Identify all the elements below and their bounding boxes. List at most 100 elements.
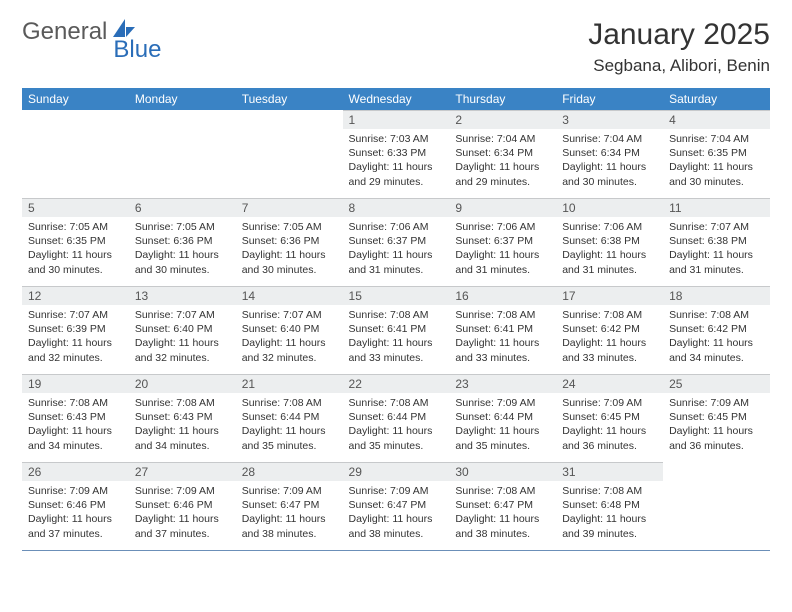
sunset-time: 6:44 PM	[280, 411, 319, 423]
day-info: Sunrise: 7:09 AMSunset: 6:46 PMDaylight:…	[22, 481, 129, 545]
weekday-header: Tuesday	[236, 88, 343, 110]
sunrise-time: 7:05 AM	[283, 221, 322, 233]
calendar-day-cell: 27Sunrise: 7:09 AMSunset: 6:46 PMDayligh…	[129, 462, 236, 550]
day-number: 13	[129, 286, 236, 305]
sunset-time: 6:37 PM	[494, 235, 533, 247]
sunrise-time: 7:08 AM	[604, 309, 643, 321]
daylight-duration: 11 hours and 29 minutes.	[349, 161, 433, 187]
calendar-day-cell: 28Sunrise: 7:09 AMSunset: 6:47 PMDayligh…	[236, 462, 343, 550]
daylight-duration: 11 hours and 31 minutes.	[669, 249, 753, 275]
sunset-time: 6:35 PM	[67, 235, 106, 247]
calendar-day-cell: 8Sunrise: 7:06 AMSunset: 6:37 PMDaylight…	[343, 198, 450, 286]
calendar-table: SundayMondayTuesdayWednesdayThursdayFrid…	[22, 88, 770, 551]
sunset-time: 6:46 PM	[67, 499, 106, 511]
daylight-duration: 11 hours and 33 minutes.	[349, 337, 433, 363]
header: General Blue January 2025 Segbana, Alibo…	[22, 18, 770, 76]
day-number: 10	[556, 198, 663, 217]
calendar-day-cell: 2Sunrise: 7:04 AMSunset: 6:34 PMDaylight…	[449, 110, 556, 198]
day-number: 17	[556, 286, 663, 305]
daylight-duration: 11 hours and 29 minutes.	[455, 161, 539, 187]
day-number: 11	[663, 198, 770, 217]
weekday-header: Saturday	[663, 88, 770, 110]
sunrise-time: 7:05 AM	[69, 221, 108, 233]
day-info: Sunrise: 7:09 AMSunset: 6:44 PMDaylight:…	[449, 393, 556, 457]
day-info: Sunrise: 7:06 AMSunset: 6:37 PMDaylight:…	[343, 217, 450, 281]
daylight-duration: 11 hours and 30 minutes.	[562, 161, 646, 187]
day-info: Sunrise: 7:09 AMSunset: 6:45 PMDaylight:…	[663, 393, 770, 457]
day-info: Sunrise: 7:07 AMSunset: 6:40 PMDaylight:…	[236, 305, 343, 369]
sunrise-time: 7:07 AM	[69, 309, 108, 321]
sunrise-time: 7:09 AM	[283, 485, 322, 497]
month-title: January 2025	[588, 18, 770, 52]
day-number: 27	[129, 462, 236, 481]
daylight-duration: 11 hours and 38 minutes.	[242, 513, 326, 539]
location: Segbana, Alibori, Benin	[588, 56, 770, 76]
day-info: Sunrise: 7:07 AMSunset: 6:40 PMDaylight:…	[129, 305, 236, 369]
day-info: Sunrise: 7:06 AMSunset: 6:37 PMDaylight:…	[449, 217, 556, 281]
sunset-time: 6:46 PM	[173, 499, 212, 511]
calendar-week-row: 19Sunrise: 7:08 AMSunset: 6:43 PMDayligh…	[22, 374, 770, 462]
day-info: Sunrise: 7:09 AMSunset: 6:46 PMDaylight:…	[129, 481, 236, 545]
sunset-time: 6:36 PM	[280, 235, 319, 247]
daylight-duration: 11 hours and 31 minutes.	[562, 249, 646, 275]
day-info: Sunrise: 7:04 AMSunset: 6:35 PMDaylight:…	[663, 129, 770, 193]
daylight-duration: 11 hours and 34 minutes.	[135, 425, 219, 451]
daylight-duration: 11 hours and 34 minutes.	[669, 337, 753, 363]
sunrise-time: 7:09 AM	[69, 485, 108, 497]
day-info: Sunrise: 7:08 AMSunset: 6:42 PMDaylight:…	[663, 305, 770, 369]
sunrise-time: 7:05 AM	[176, 221, 215, 233]
sunset-time: 6:34 PM	[601, 147, 640, 159]
calendar-day-cell: 19Sunrise: 7:08 AMSunset: 6:43 PMDayligh…	[22, 374, 129, 462]
day-number: 30	[449, 462, 556, 481]
day-number: 14	[236, 286, 343, 305]
sunset-time: 6:45 PM	[708, 411, 747, 423]
day-info: Sunrise: 7:09 AMSunset: 6:45 PMDaylight:…	[556, 393, 663, 457]
day-number: 20	[129, 374, 236, 393]
sunrise-time: 7:06 AM	[497, 221, 536, 233]
sunrise-time: 7:07 AM	[176, 309, 215, 321]
daylight-duration: 11 hours and 30 minutes.	[135, 249, 219, 275]
calendar-day-cell: 29Sunrise: 7:09 AMSunset: 6:47 PMDayligh…	[343, 462, 450, 550]
sunrise-time: 7:09 AM	[604, 397, 643, 409]
calendar-day-cell: 13Sunrise: 7:07 AMSunset: 6:40 PMDayligh…	[129, 286, 236, 374]
sunrise-time: 7:08 AM	[176, 397, 215, 409]
title-block: January 2025 Segbana, Alibori, Benin	[588, 18, 770, 76]
day-number: 9	[449, 198, 556, 217]
day-number: 16	[449, 286, 556, 305]
weekday-header: Wednesday	[343, 88, 450, 110]
day-info: Sunrise: 7:08 AMSunset: 6:47 PMDaylight:…	[449, 481, 556, 545]
sunset-time: 6:47 PM	[280, 499, 319, 511]
day-number: 25	[663, 374, 770, 393]
logo-text-blue: Blue	[113, 36, 161, 64]
daylight-duration: 11 hours and 35 minutes.	[242, 425, 326, 451]
daylight-duration: 11 hours and 35 minutes.	[349, 425, 433, 451]
sunrise-time: 7:04 AM	[711, 133, 750, 145]
day-number: 24	[556, 374, 663, 393]
day-number: 5	[22, 198, 129, 217]
sunset-time: 6:33 PM	[387, 147, 426, 159]
day-info: Sunrise: 7:08 AMSunset: 6:48 PMDaylight:…	[556, 481, 663, 545]
daylight-duration: 11 hours and 35 minutes.	[455, 425, 539, 451]
sunrise-time: 7:08 AM	[283, 397, 322, 409]
sunset-time: 6:37 PM	[387, 235, 426, 247]
day-info: Sunrise: 7:07 AMSunset: 6:38 PMDaylight:…	[663, 217, 770, 281]
sunset-time: 6:47 PM	[387, 499, 426, 511]
calendar-day-cell: 22Sunrise: 7:08 AMSunset: 6:44 PMDayligh…	[343, 374, 450, 462]
calendar-day-cell: 4Sunrise: 7:04 AMSunset: 6:35 PMDaylight…	[663, 110, 770, 198]
daylight-duration: 11 hours and 30 minutes.	[669, 161, 753, 187]
sunset-time: 6:44 PM	[494, 411, 533, 423]
sunrise-time: 7:07 AM	[283, 309, 322, 321]
daylight-duration: 11 hours and 32 minutes.	[28, 337, 112, 363]
daylight-duration: 11 hours and 31 minutes.	[349, 249, 433, 275]
sunset-time: 6:45 PM	[601, 411, 640, 423]
daylight-duration: 11 hours and 33 minutes.	[562, 337, 646, 363]
weekday-header: Friday	[556, 88, 663, 110]
day-info: Sunrise: 7:08 AMSunset: 6:43 PMDaylight:…	[22, 393, 129, 457]
sunset-time: 6:38 PM	[708, 235, 747, 247]
weekday-header: Sunday	[22, 88, 129, 110]
sunset-time: 6:43 PM	[173, 411, 212, 423]
sunrise-time: 7:09 AM	[390, 485, 429, 497]
daylight-duration: 11 hours and 36 minutes.	[562, 425, 646, 451]
sunset-time: 6:34 PM	[494, 147, 533, 159]
weekday-header: Thursday	[449, 88, 556, 110]
